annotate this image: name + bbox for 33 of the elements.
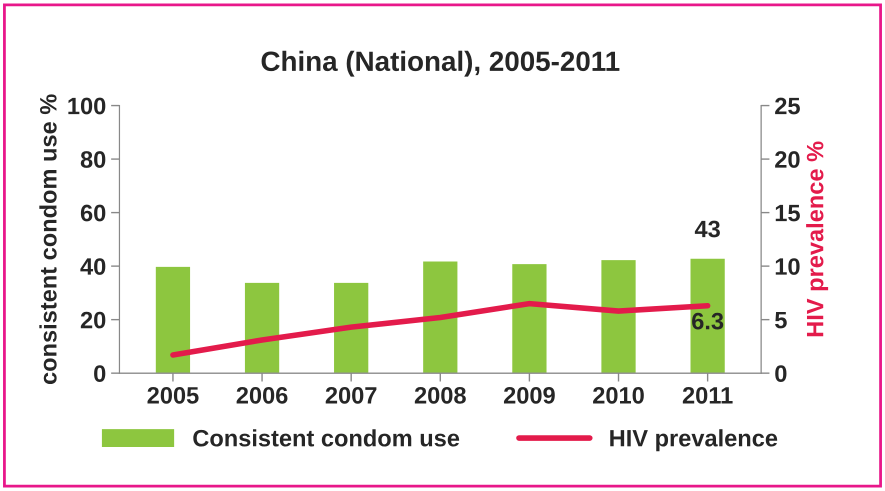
bar [510, 262, 548, 374]
bar [244, 281, 281, 374]
x-tick-label: 2006 [236, 386, 288, 404]
y2-tick-label: 20 [775, 151, 800, 168]
y-axis-title: consistent condom use % [39, 94, 57, 384]
y2-tick-label: 0 [775, 365, 786, 382]
y2-tick-label: 15 [776, 204, 800, 222]
y-tick-label: 100 [68, 98, 106, 114]
y2-tick-label: 5 [775, 312, 787, 328]
chart-title: China (National), 2005-2011 [262, 50, 620, 77]
data-label: 6.3 [692, 312, 724, 330]
y-tick-label: 40 [80, 258, 106, 275]
data-label: 43 [694, 220, 720, 238]
y2-axis-title: HIV prevalence % [806, 142, 828, 336]
y2-tick-label: 10 [776, 258, 800, 275]
bar [154, 265, 192, 374]
x-tick-label: 2011 [682, 386, 733, 404]
y-tick-label: 80 [80, 151, 106, 168]
x-tick-label: 2009 [504, 386, 555, 404]
x-tick-label: 2007 [326, 386, 376, 404]
y-tick-label: 20 [80, 312, 106, 328]
bar [600, 258, 638, 374]
x-tick-label: 2005 [148, 386, 199, 404]
x-tick-label: 2010 [593, 386, 644, 404]
y-tick-label: 0 [94, 365, 106, 382]
bar [332, 281, 370, 374]
bar [422, 260, 459, 374]
legend-label: HIV prevalence [610, 429, 778, 452]
y-tick-label: 60 [80, 204, 106, 222]
y2-tick-label: 25 [775, 98, 800, 114]
x-tick-label: 2008 [414, 386, 466, 404]
legend-label: Consistent condom use [193, 429, 460, 447]
bar [689, 257, 726, 374]
